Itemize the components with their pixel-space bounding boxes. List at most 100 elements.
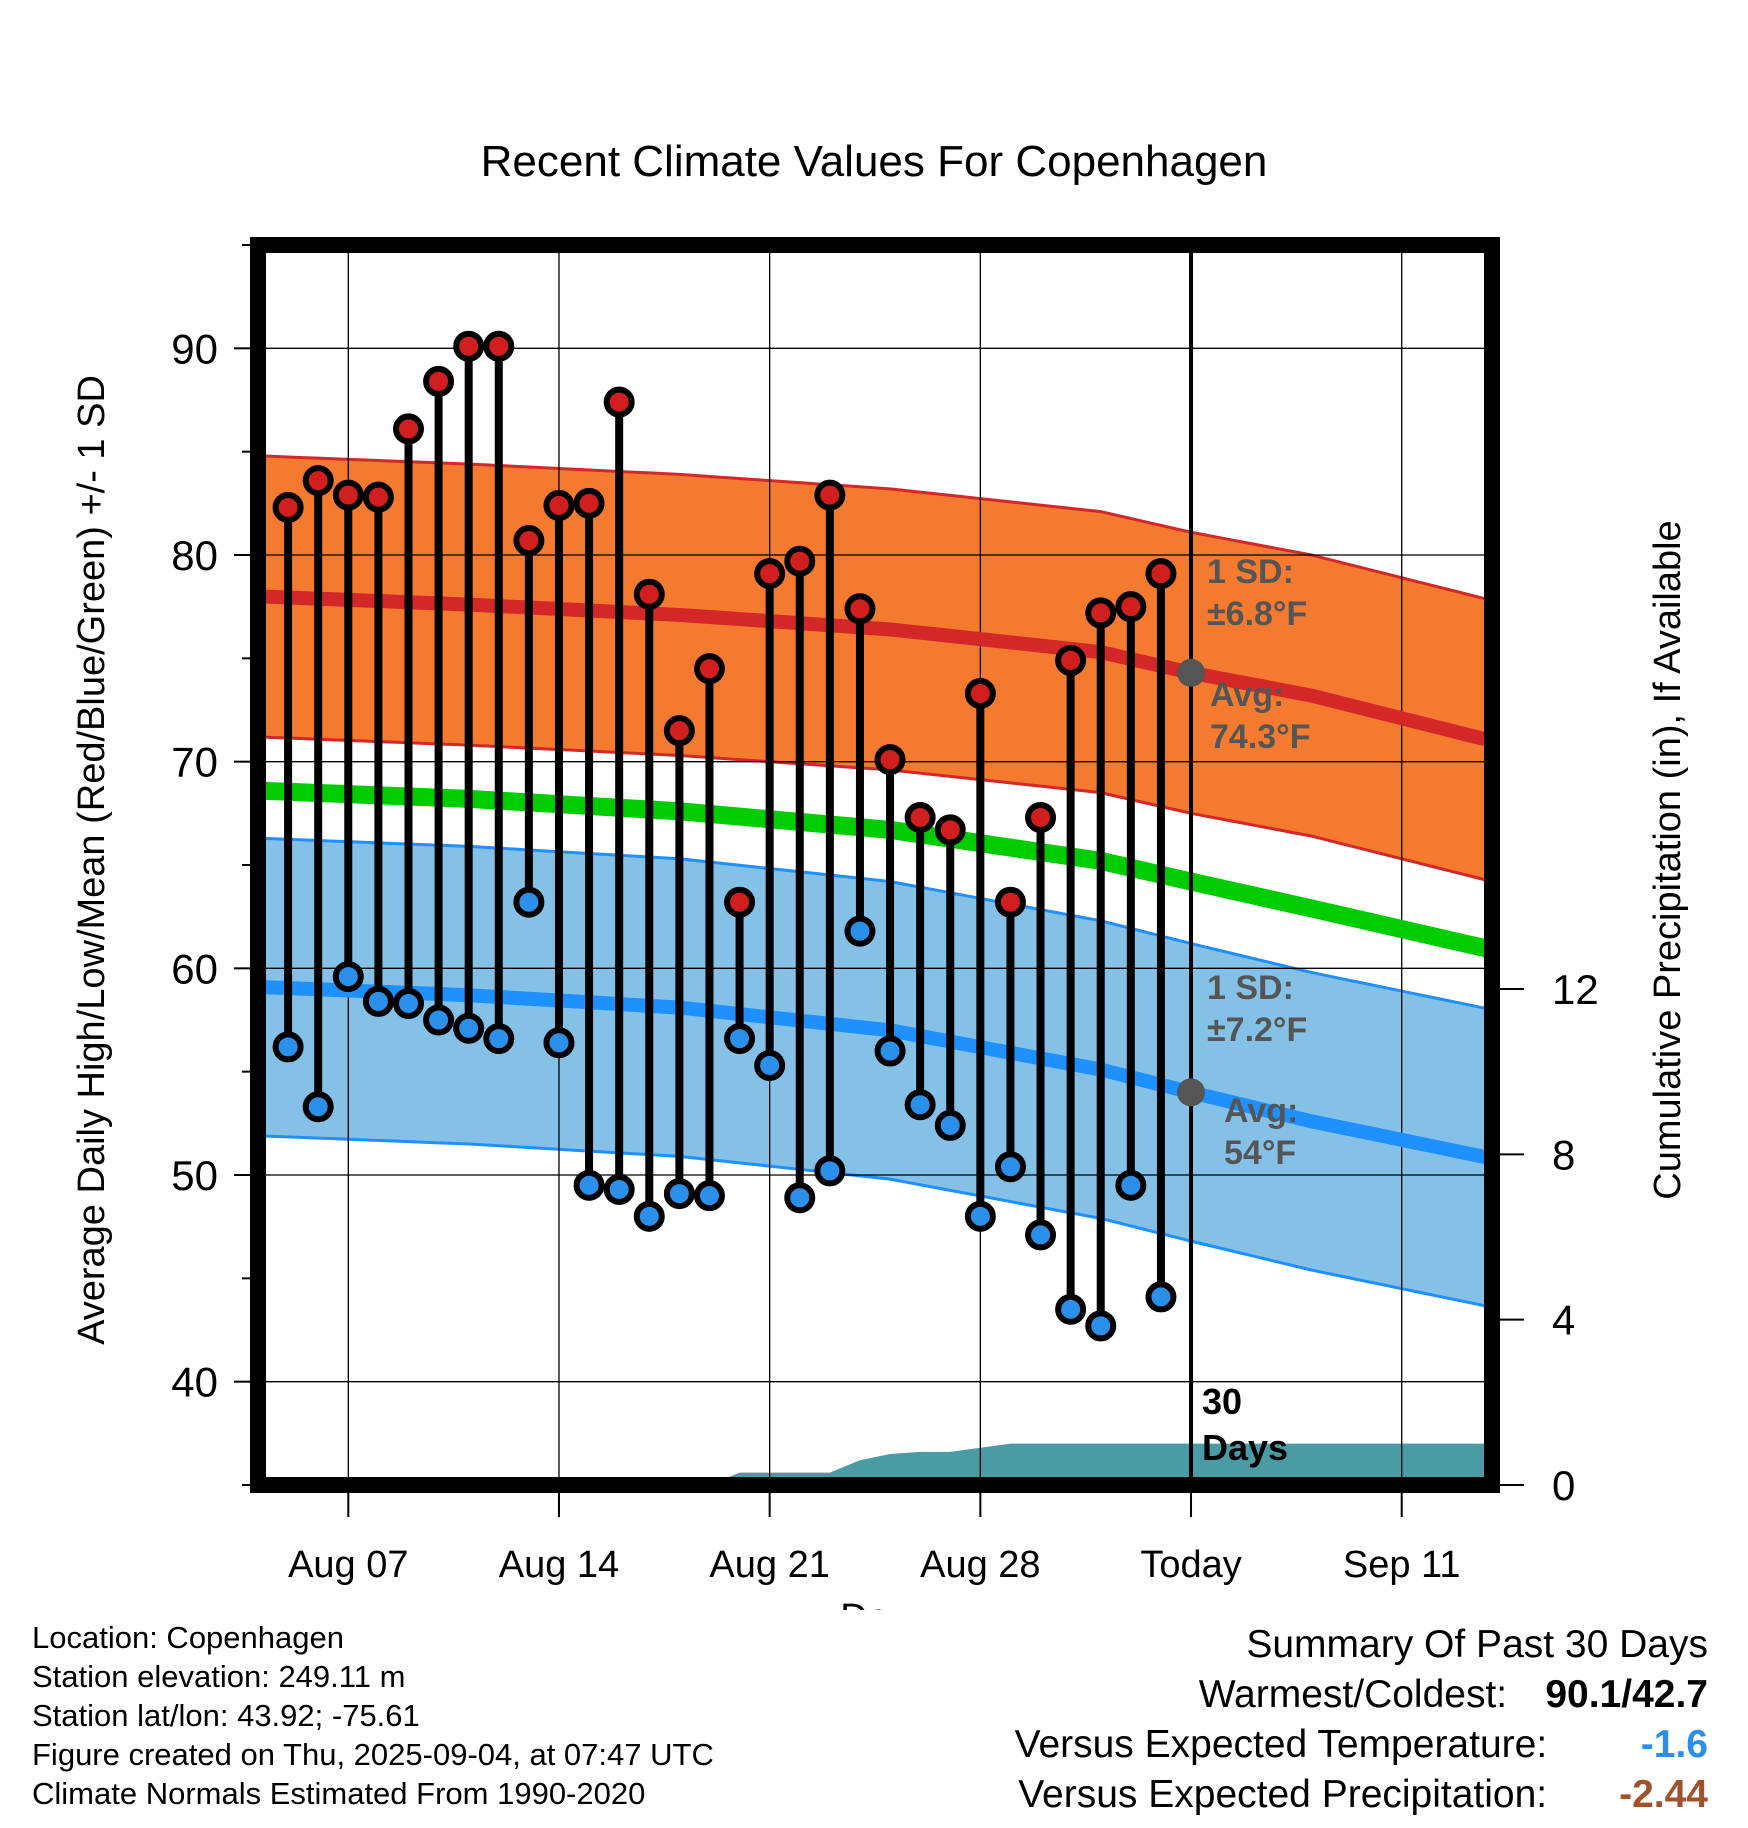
low-dot-2025-09-01	[1085, 1310, 1117, 1342]
y2-tick-label-8: 8	[1552, 1131, 1575, 1178]
high-avg-label: Avg:	[1210, 676, 1284, 714]
high-dot-2025-08-24	[844, 593, 876, 625]
y-tick-label-80: 80	[171, 532, 218, 579]
x-tick-label-2025-08-07: Aug 07	[288, 1544, 408, 1586]
high-dot-2025-08-11	[453, 330, 485, 362]
created-text: Figure created on Thu, 2025-09-04, at 07…	[32, 1737, 714, 1772]
y2-tick-label-12: 12	[1552, 966, 1599, 1013]
low-dot-2025-08-12	[483, 1023, 515, 1055]
station-info: Location: Copenhagen Station elevation: …	[32, 1618, 714, 1813]
high-sd-band-upper	[257, 454, 1493, 602]
low-sd-band	[258, 838, 1492, 1308]
summary-warm-cold-row: Warmest/Coldest: 90.1/42.7	[1015, 1670, 1708, 1720]
days-word: Days	[1202, 1427, 1288, 1468]
y2-tick-label-4: 4	[1552, 1297, 1575, 1344]
low-dot-2025-08-22	[784, 1182, 816, 1214]
low-avg-label: Avg:	[1224, 1092, 1298, 1130]
y-axis-label: Average Daily High/Low/Mean (Red/Blue/Gr…	[71, 375, 113, 1345]
daily-range-stems	[284, 346, 1165, 1326]
high-dot-2025-08-30	[1025, 801, 1057, 833]
normal-bands	[257, 454, 1493, 1309]
high-dot-2025-08-14	[543, 489, 575, 521]
high-normal-line	[257, 589, 1494, 748]
low-dot-2025-08-27	[934, 1109, 966, 1141]
today-marker	[1177, 245, 1206, 1485]
low-dot-2025-08-18	[663, 1178, 695, 1210]
low-sd-band-upper	[257, 836, 1493, 1012]
precipitation-area	[258, 1443, 1492, 1485]
normal-average-lines	[257, 589, 1495, 1166]
temp-value: -1.6	[1640, 1723, 1708, 1766]
y2-axis-label: Cumulative Precipitation (in), If Availa…	[1647, 520, 1689, 1199]
low-dot-2025-08-19	[693, 1180, 725, 1212]
high-sd-band-lower	[257, 735, 1493, 883]
high-avg-value: 74.3°F	[1210, 718, 1311, 756]
high-dot-2025-09-01	[1085, 597, 1117, 629]
low-dot-2025-08-16	[603, 1173, 635, 1205]
summary-title: Summary Of Past 30 Days	[1246, 1623, 1708, 1666]
high-dot-2025-08-12	[483, 330, 515, 362]
low-dot-2025-09-03	[1145, 1281, 1177, 1313]
low-dot-2025-08-28	[964, 1200, 996, 1232]
x-tick-label-2025-09-11: Sep 11	[1343, 1544, 1461, 1586]
low-dot-2025-08-29	[994, 1151, 1026, 1183]
low-dot-2025-08-17	[633, 1200, 665, 1232]
low-dot-2025-08-20	[724, 1023, 756, 1055]
high-dot-2025-08-15	[573, 487, 605, 519]
today-high-avg-dot	[1177, 658, 1206, 687]
high-dot-2025-08-17	[633, 578, 665, 610]
low-dot-2025-08-09	[392, 987, 424, 1019]
axes: 40 50 60 70 80 90 0 4 8 12 Aug 07 Aug 14 Aug 21 Aug 2…	[171, 244, 1599, 1586]
high-dot-2025-08-21	[754, 558, 786, 590]
plot-frame	[250, 237, 1500, 1493]
low-dot-2025-09-02	[1115, 1169, 1147, 1201]
mean-normal-line	[257, 781, 1495, 959]
low-dot-2025-08-07	[332, 961, 364, 993]
low-sd-value: ±7.2°F	[1207, 1011, 1307, 1049]
high-dot-2025-08-31	[1055, 644, 1087, 676]
low-dot-2025-08-13	[513, 886, 545, 918]
daily-dots	[272, 330, 1177, 1342]
low-dot-2025-08-11	[453, 1012, 485, 1044]
high-dot-2025-08-23	[814, 479, 846, 511]
temp-label: Versus Expected Temperature:	[1014, 1723, 1548, 1766]
low-dot-2025-08-31	[1055, 1293, 1087, 1325]
high-sd-label: 1 SD:	[1207, 553, 1294, 591]
plot-border	[250, 237, 1500, 1493]
today-low-avg-dot	[1177, 1078, 1206, 1107]
high-dot-2025-08-26	[904, 801, 936, 833]
summary-precip-row: Versus Expected Precipitation: -2.44	[1015, 1770, 1708, 1820]
x-tick-label-2025-09-04: Today	[1140, 1544, 1241, 1586]
location-text: Location: Copenhagen	[32, 1620, 344, 1655]
low-avg-value: 54°F	[1224, 1134, 1296, 1172]
high-sd-band	[258, 455, 1492, 882]
y-tick-label-50: 50	[171, 1152, 218, 1199]
low-dot-2025-08-15	[573, 1169, 605, 1201]
low-normal-line	[257, 979, 1494, 1166]
high-dot-2025-08-22	[784, 545, 816, 577]
high-dot-2025-08-29	[994, 886, 1026, 918]
elevation-text: Station elevation: 249.11 m	[32, 1659, 406, 1694]
high-dot-2025-08-19	[693, 653, 725, 685]
low-dot-2025-08-26	[904, 1089, 936, 1121]
chart-title: Recent Climate Values For Copenhagen	[481, 137, 1268, 186]
high-dot-2025-08-13	[513, 525, 545, 557]
low-sd-label: 1 SD:	[1207, 969, 1294, 1007]
low-dot-2025-08-21	[754, 1049, 786, 1081]
low-dot-2025-08-30	[1025, 1219, 1057, 1251]
warm-cold-value: 90.1/42.7	[1545, 1673, 1708, 1716]
x-tick-label-2025-08-14: Aug 14	[499, 1544, 619, 1586]
y2-tick-label-0: 0	[1552, 1462, 1575, 1509]
low-dot-2025-08-25	[874, 1035, 906, 1067]
summary-panel: Summary Of Past 30 Days Warmest/Coldest:…	[1015, 1620, 1708, 1820]
low-dot-2025-08-06	[302, 1091, 334, 1123]
summary-temp-row: Versus Expected Temperature: -1.6	[1015, 1720, 1708, 1770]
low-dot-2025-08-24	[844, 915, 876, 947]
high-dot-2025-08-16	[603, 386, 635, 418]
low-dot-2025-08-23	[814, 1155, 846, 1187]
high-dot-2025-09-03	[1145, 558, 1177, 590]
low-dot-2025-08-05	[272, 1031, 304, 1063]
y-tick-label-70: 70	[171, 739, 218, 786]
high-dot-2025-09-02	[1115, 591, 1147, 623]
y-tick-label-60: 60	[171, 945, 218, 992]
